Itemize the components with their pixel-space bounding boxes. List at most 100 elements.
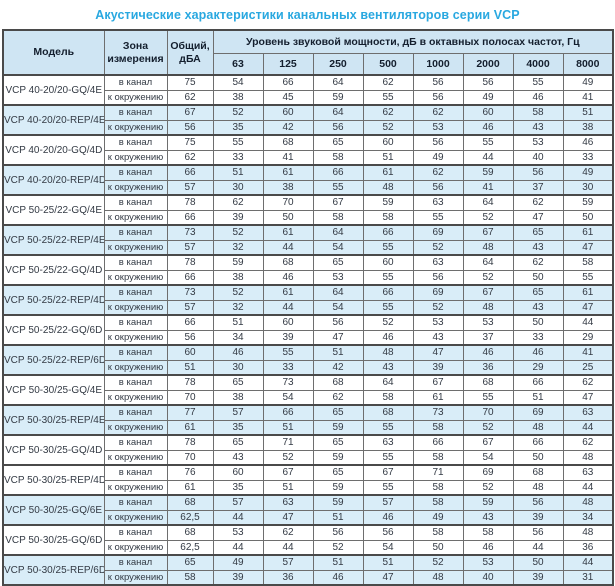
band-cell: 51 (312, 344, 364, 361)
total-cell: 66 (166, 314, 214, 331)
table-row: VCP 50-25/22-REP/4D в канал 73 52 61 64 66 69 67… (2, 284, 614, 316)
band-cell: 46 (462, 539, 514, 556)
band-cell: 55 (362, 419, 414, 436)
band-cell: 51 (262, 419, 314, 436)
zone-cell: к окружению (103, 119, 168, 136)
band-cell: 46 (262, 269, 314, 286)
band-cell: 43 (512, 119, 564, 136)
model-cell: VCP 50-25/22-GQ/4D (2, 254, 105, 286)
band-cell: 47 (512, 209, 564, 226)
band-cell: 65 (312, 134, 364, 151)
band-cell: 66 (362, 284, 414, 301)
band-cell: 55 (362, 89, 414, 106)
table-row: VCP 50-30/25-GQ/4D в канал 78 65 71 65 63 66 67 6… (2, 434, 614, 466)
band-cell: 58 (412, 494, 464, 511)
band-cell: 65 (312, 254, 364, 271)
table-row: к окружению 61 35 51 59 55 58 52 48 44 (3, 479, 614, 496)
band-cell: 48 (462, 299, 514, 316)
total-cell: 75 (166, 74, 214, 91)
band-cell: 56 (312, 524, 364, 541)
band-cell: 58 (362, 209, 414, 226)
total-cell: 78 (166, 194, 214, 211)
band-cell: 44 (212, 509, 264, 526)
band-cell: 53 (462, 314, 514, 331)
zone-cell: в канал (103, 404, 168, 421)
band-cell: 69 (412, 284, 464, 301)
band-cell: 44 (562, 419, 614, 436)
zone-cell: в канал (103, 194, 168, 211)
total-cell: 62 (166, 89, 214, 106)
band-cell: 35 (212, 419, 264, 436)
table-row: к окружению 62,5 44 44 52 54 50 46 44 36 (3, 539, 614, 556)
band-cell: 58 (412, 524, 464, 541)
band-cell: 56 (462, 74, 514, 91)
band-cell: 48 (512, 479, 564, 496)
total-cell: 76 (166, 464, 214, 481)
band-cell: 66 (362, 224, 414, 241)
band-cell: 60 (212, 464, 264, 481)
total-cell: 60 (166, 344, 214, 361)
zone-cell: к окружению (103, 479, 168, 496)
band-cell: 61 (562, 284, 614, 301)
table-row: к окружению 70 43 52 59 55 58 54 50 48 (3, 449, 614, 466)
band-cell: 52 (462, 479, 514, 496)
col-header-frequency: 1000 (412, 53, 464, 76)
band-cell: 34 (562, 509, 614, 526)
band-cell: 61 (262, 224, 314, 241)
total-cell: 61 (166, 419, 214, 436)
total-cell: 66 (166, 209, 214, 226)
total-cell: 66 (166, 164, 214, 181)
band-cell: 46 (312, 569, 364, 586)
band-cell: 52 (312, 539, 364, 556)
band-cell: 57 (262, 554, 314, 571)
band-cell: 46 (562, 134, 614, 151)
band-cell: 52 (462, 269, 514, 286)
total-cell: 77 (166, 404, 214, 421)
band-cell: 63 (262, 494, 314, 511)
band-cell: 59 (312, 419, 364, 436)
band-cell: 44 (562, 314, 614, 331)
model-cell: VCP 50-25/22-GQ/6D (2, 314, 105, 346)
table-row: VCP 50-25/22-GQ/4E в канал 78 62 70 67 59 63 64 6… (2, 194, 614, 226)
band-cell: 58 (412, 449, 464, 466)
table-row: VCP 50-25/22-GQ/4D в канал 78 59 68 65 60 63 64 6… (2, 254, 614, 286)
band-cell: 60 (262, 314, 314, 331)
zone-cell: к окружению (103, 509, 168, 526)
zone-cell: к окружению (103, 389, 168, 406)
band-cell: 51 (312, 509, 364, 526)
band-cell: 43 (462, 509, 514, 526)
band-cell: 46 (462, 344, 514, 361)
zone-cell: в канал (103, 314, 168, 331)
table-row: к окружению 57 32 44 54 55 52 48 43 47 (3, 239, 614, 256)
band-cell: 52 (412, 239, 464, 256)
band-cell: 53 (212, 524, 264, 541)
band-cell: 55 (562, 269, 614, 286)
band-cell: 62 (212, 194, 264, 211)
band-cell: 52 (212, 284, 264, 301)
zone-cell: в канал (103, 374, 168, 391)
band-cell: 54 (262, 389, 314, 406)
band-cell: 62 (562, 374, 614, 391)
band-cell: 56 (312, 314, 364, 331)
band-cell: 36 (262, 569, 314, 586)
model-cell: VCP 50-30/25-REP/4E (2, 404, 105, 436)
band-cell: 64 (312, 74, 364, 91)
model-cell: VCP 50-25/22-REP/4D (2, 284, 105, 316)
total-cell: 62,5 (166, 539, 214, 556)
band-cell: 39 (412, 359, 464, 376)
band-cell: 58 (462, 524, 514, 541)
zone-cell: к окружению (103, 269, 168, 286)
zone-cell: к окружению (103, 239, 168, 256)
band-cell: 69 (412, 224, 464, 241)
band-cell: 50 (562, 209, 614, 226)
band-cell: 55 (512, 74, 564, 91)
zone-cell: к окружению (103, 449, 168, 466)
band-cell: 71 (412, 464, 464, 481)
band-cell: 56 (412, 74, 464, 91)
model-cell: VCP 50-30/25-GQ/4D (2, 434, 105, 466)
col-header-frequency: 250 (312, 53, 364, 76)
total-cell: 78 (166, 254, 214, 271)
band-cell: 46 (212, 344, 264, 361)
band-cell: 59 (312, 89, 364, 106)
band-cell: 51 (512, 389, 564, 406)
